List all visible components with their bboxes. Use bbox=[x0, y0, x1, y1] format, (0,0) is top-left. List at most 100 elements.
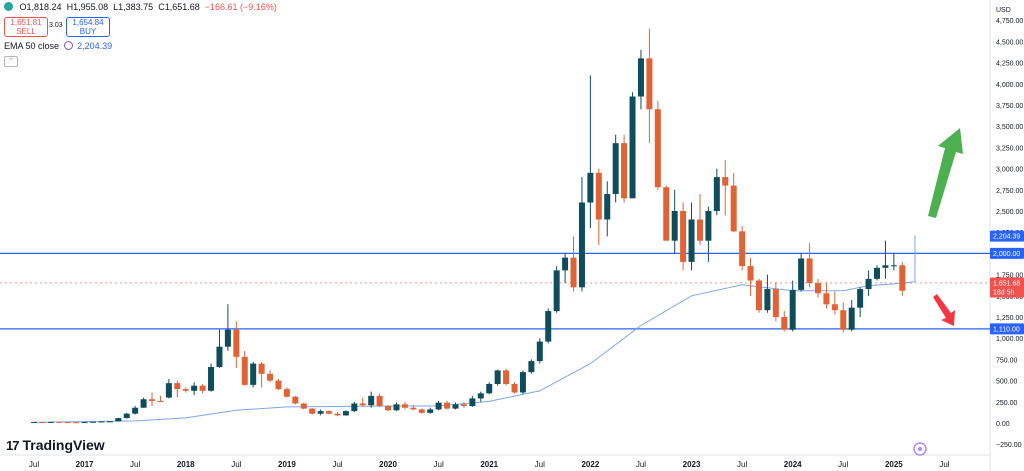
x-tick-label: 2019 bbox=[278, 460, 296, 469]
chevron-up-icon: ⌃ bbox=[8, 58, 14, 65]
candle-body bbox=[376, 395, 383, 407]
candle-body bbox=[781, 317, 788, 330]
candle-body bbox=[216, 346, 223, 368]
y-tick-label: 3,500.00 bbox=[996, 124, 1023, 131]
tradingview-logo-icon: 17 bbox=[6, 438, 20, 453]
candle-body bbox=[418, 409, 425, 413]
candle-body bbox=[39, 422, 46, 424]
x-tick-label: Jul bbox=[939, 460, 949, 469]
candle-body bbox=[671, 211, 678, 241]
y-tick-label: 500.00 bbox=[996, 379, 1018, 386]
candle-body bbox=[174, 383, 181, 390]
candle-body bbox=[460, 404, 467, 407]
sell-label: SELL bbox=[16, 27, 36, 36]
candle-body bbox=[123, 413, 130, 419]
candle-body bbox=[772, 289, 779, 317]
candle-body bbox=[764, 289, 771, 311]
buy-button[interactable]: 1,654.84 BUY bbox=[66, 17, 110, 37]
buy-label: BUY bbox=[79, 27, 97, 36]
tradingview-logo[interactable]: 17 TradingView bbox=[6, 437, 105, 453]
y-tick-label: 4,250.00 bbox=[996, 61, 1023, 68]
candle-body bbox=[486, 383, 493, 394]
candle-body bbox=[705, 211, 712, 241]
x-tick-label: 2025 bbox=[885, 460, 903, 469]
open-value: O1,818.24 bbox=[19, 2, 62, 12]
x-tick-label: 2024 bbox=[784, 460, 802, 469]
candle-body bbox=[494, 370, 501, 384]
candle-body bbox=[452, 404, 459, 409]
candle-body bbox=[56, 421, 63, 423]
candle-body bbox=[595, 172, 602, 220]
collapse-legend-button[interactable]: ⌃ bbox=[4, 56, 18, 67]
candle-body bbox=[857, 289, 864, 308]
candle-body bbox=[604, 194, 611, 220]
replay-icon bbox=[913, 442, 927, 456]
candle-body bbox=[722, 177, 729, 186]
candle-body bbox=[890, 265, 897, 267]
y-tick-label: 2,750.00 bbox=[996, 188, 1023, 195]
candle-body bbox=[713, 177, 720, 211]
close-value: C1,651.68 bbox=[158, 2, 200, 12]
ema-price-tag-bg bbox=[990, 230, 1024, 242]
candle-body bbox=[553, 270, 560, 312]
candle-body bbox=[562, 257, 569, 271]
candle-body bbox=[368, 395, 375, 406]
candle-body bbox=[503, 370, 510, 384]
candle-body bbox=[587, 172, 594, 203]
level-price-tag: 2,000.00 bbox=[993, 251, 1020, 258]
logo-text: TradingView bbox=[22, 437, 105, 453]
settings-icon[interactable] bbox=[63, 41, 73, 50]
candle-body bbox=[646, 58, 653, 110]
x-tick-label: Jul bbox=[29, 460, 39, 469]
candle-body bbox=[90, 421, 97, 423]
candle-body bbox=[140, 399, 147, 408]
candle-body bbox=[578, 202, 585, 288]
candle-body bbox=[477, 393, 484, 399]
candle-body bbox=[334, 413, 341, 416]
candle-body bbox=[300, 403, 307, 409]
ema-value: 2,204.39 bbox=[77, 41, 113, 51]
candle-body bbox=[536, 341, 543, 362]
buy-price: 1,654.84 bbox=[72, 18, 104, 27]
x-tick-label: Jul bbox=[737, 460, 747, 469]
sell-button[interactable]: 1,651.81 SELL bbox=[4, 17, 48, 37]
x-tick-label: Jul bbox=[332, 460, 342, 469]
ema-legend[interactable]: EMA 50 close 2,204.39 bbox=[4, 41, 112, 51]
candle-body bbox=[663, 187, 670, 241]
ema-label: EMA 50 close bbox=[4, 41, 60, 51]
candle-body bbox=[688, 219, 695, 262]
candle-body bbox=[570, 257, 577, 288]
candle-body bbox=[654, 109, 661, 188]
candle-body bbox=[224, 329, 231, 347]
candle-body bbox=[149, 399, 156, 401]
candle-body bbox=[789, 289, 796, 330]
candle-body bbox=[739, 231, 746, 267]
candle-body bbox=[157, 400, 164, 402]
candle-body bbox=[292, 396, 299, 404]
candle-body bbox=[359, 403, 366, 406]
change-value: −166.61 (−9.16%) bbox=[204, 2, 277, 12]
market-status-icon bbox=[4, 2, 13, 11]
candle-body bbox=[823, 293, 830, 305]
candle-body bbox=[831, 304, 838, 311]
low-value: L1,383.75 bbox=[113, 2, 154, 12]
y-tick-label: 4,500.00 bbox=[996, 39, 1023, 46]
level-price-tag: 1,110.00 bbox=[993, 326, 1020, 333]
candle-body bbox=[258, 363, 265, 374]
x-tick-label: 2022 bbox=[581, 460, 599, 469]
y-tick-label: 4,750.00 bbox=[996, 18, 1023, 25]
candle-body bbox=[511, 383, 518, 393]
y-tick-label: 2,500.00 bbox=[996, 209, 1023, 216]
candle-body bbox=[241, 356, 248, 385]
candle-body bbox=[621, 143, 628, 199]
candle-body bbox=[199, 385, 206, 391]
candle-body bbox=[612, 143, 619, 195]
candle-body bbox=[393, 404, 400, 411]
x-tick-label: Jul bbox=[231, 460, 241, 469]
y-tick-label: 1,750.00 bbox=[996, 273, 1023, 280]
candle-body bbox=[755, 280, 762, 311]
x-tick-label: 2017 bbox=[76, 460, 94, 469]
level-price-tag-bg bbox=[990, 247, 1024, 259]
level-price-tag-bg bbox=[990, 323, 1024, 335]
